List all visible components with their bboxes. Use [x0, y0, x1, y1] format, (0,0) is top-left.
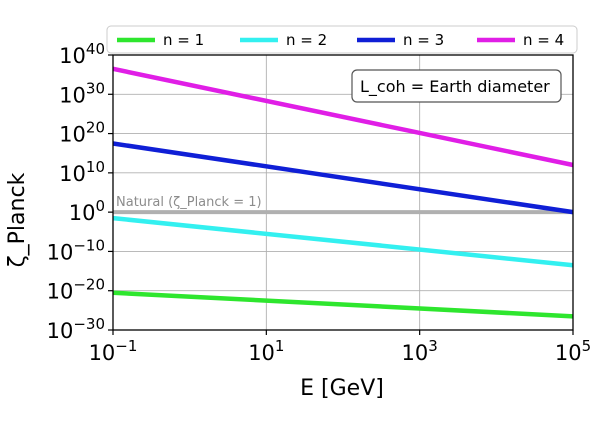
x-tick-base: 10 [555, 341, 582, 365]
y-tick-base: 10 [47, 280, 74, 304]
x-tick-label: 10−1 [89, 337, 138, 365]
annotation-text: L_coh = Earth diameter [360, 77, 550, 97]
y-tick-label: 1020 [59, 119, 105, 147]
y-axis-label: ζ_Planck [5, 172, 30, 267]
annotation-box: L_coh = Earth diameter [351, 69, 562, 103]
series-line-n4 [112, 66, 574, 168]
x-tick-exp: 1 [275, 337, 285, 355]
y-tick-label: 10−10 [47, 236, 105, 264]
y-tick-exp: −10 [73, 236, 105, 254]
y-tick-base: 10 [59, 123, 86, 147]
y-tick-label: 10−30 [47, 315, 105, 343]
series-line-n3 [112, 141, 574, 215]
series-line-n2 [112, 215, 574, 268]
axis-ticks [108, 54, 574, 335]
x-tick-label: 101 [248, 337, 284, 365]
x-tick-base: 10 [89, 341, 116, 365]
x-tick-exp: −1 [115, 337, 137, 355]
x-tick-exp: 3 [428, 337, 438, 355]
y-tick-base: 10 [47, 319, 74, 343]
y-tick-base: 10 [69, 201, 96, 225]
y-tick-label: 100 [69, 197, 105, 225]
series-lines [112, 66, 574, 319]
y-tick-label: 10−20 [47, 276, 105, 304]
x-tick-base: 10 [402, 341, 429, 365]
legend-item-n2: n = 2 [240, 31, 327, 49]
y-tick-exp: 20 [86, 119, 105, 137]
y-tick-base: 10 [59, 44, 86, 68]
y-tick-base: 10 [47, 240, 74, 264]
legend-item-n3: n = 3 [357, 31, 444, 49]
legend: n = 1 n = 2 n = 3 n = 4 [106, 25, 578, 54]
y-tick-exp: 10 [86, 158, 105, 176]
x-tick-base: 10 [248, 341, 275, 365]
x-tick-exp: 5 [582, 337, 592, 355]
natural-reference: Natural (ζ_Planck = 1) [113, 195, 573, 215]
y-tick-exp: −20 [73, 276, 105, 294]
legend-label: n = 4 [523, 31, 564, 49]
y-tick-label: 1040 [59, 40, 105, 68]
series-line-n1 [112, 290, 574, 319]
y-tick-base: 10 [59, 162, 86, 186]
legend-label: n = 2 [286, 31, 327, 49]
plot-frame [112, 54, 574, 331]
y-tick-exp: −30 [73, 315, 105, 333]
y-tick-base: 10 [59, 83, 86, 107]
legend-item-n1: n = 1 [117, 31, 204, 49]
legend-label: n = 3 [403, 31, 444, 49]
natural-label: Natural (ζ_Planck = 1) [116, 195, 262, 210]
y-tick-label: 1010 [59, 158, 105, 186]
y-tick-exp: 40 [86, 40, 105, 58]
x-axis-label: E [GeV] [300, 376, 384, 401]
x-tick-labels: 10−1 101 103 105 [89, 337, 592, 365]
legend-item-n4: n = 4 [477, 31, 564, 49]
legend-label: n = 1 [163, 31, 204, 49]
x-tick-label: 103 [402, 337, 438, 365]
y-tick-exp: 30 [86, 79, 105, 97]
y-tick-label: 1030 [59, 79, 105, 107]
y-tick-exp: 0 [95, 197, 105, 215]
x-tick-label: 105 [555, 337, 591, 365]
